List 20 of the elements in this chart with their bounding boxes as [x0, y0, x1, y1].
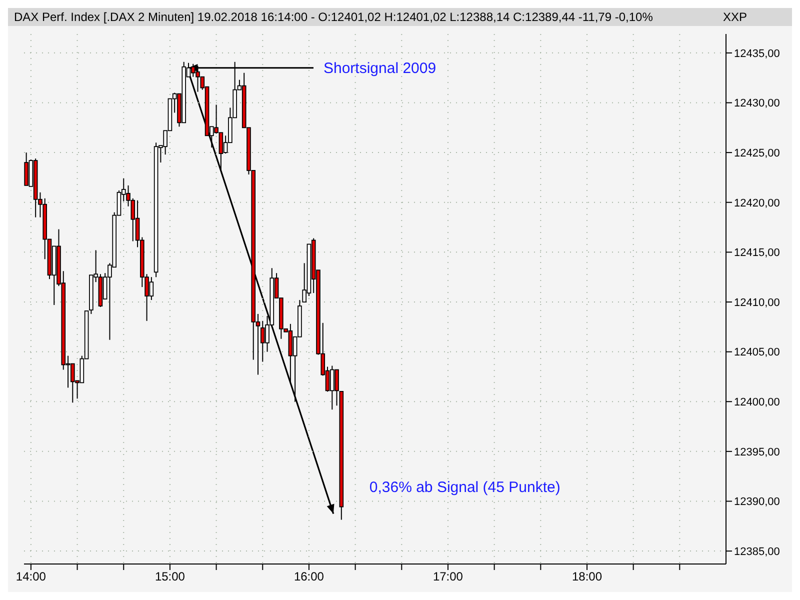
y-tick-label: 12410,00 [734, 296, 780, 309]
chart-title: DAX Perf. Index [.DAX 2 Minuten] 19.02.2018 16:14:00 - O:12401,02 H:12401,02 L:12388,14 C:12389,44 -11,79 -0,10% [14, 10, 653, 24]
y-tick-label: 12405,00 [734, 346, 780, 359]
y-tick-label: 12385,00 [734, 546, 780, 558]
y-tick-label: 12390,00 [734, 496, 780, 508]
y-axis-title: XXP [722, 9, 747, 26]
y-tick-label: 12435,00 [734, 48, 780, 60]
y-tick-label: 12395,00 [734, 446, 780, 458]
x-tick-label: 18:00 [572, 570, 602, 584]
y-tick-label: 12425,00 [734, 147, 780, 160]
x-tick-label: 15:00 [154, 570, 186, 584]
annotation: 0,36% ab Signal (45 Punkte) [369, 478, 560, 496]
y-tick-label: 12415,00 [734, 247, 780, 260]
y-tick-label: 12400,00 [734, 396, 780, 409]
y-tick-label: 12420,00 [734, 197, 780, 210]
y-tick-label: 12430,00 [734, 98, 780, 110]
x-tick-label: 14:00 [16, 570, 46, 584]
x-tick-label: 16:00 [294, 570, 324, 584]
x-tick-label: 17:00 [432, 570, 464, 584]
annotation: Shortsignal 2009 [323, 60, 436, 77]
